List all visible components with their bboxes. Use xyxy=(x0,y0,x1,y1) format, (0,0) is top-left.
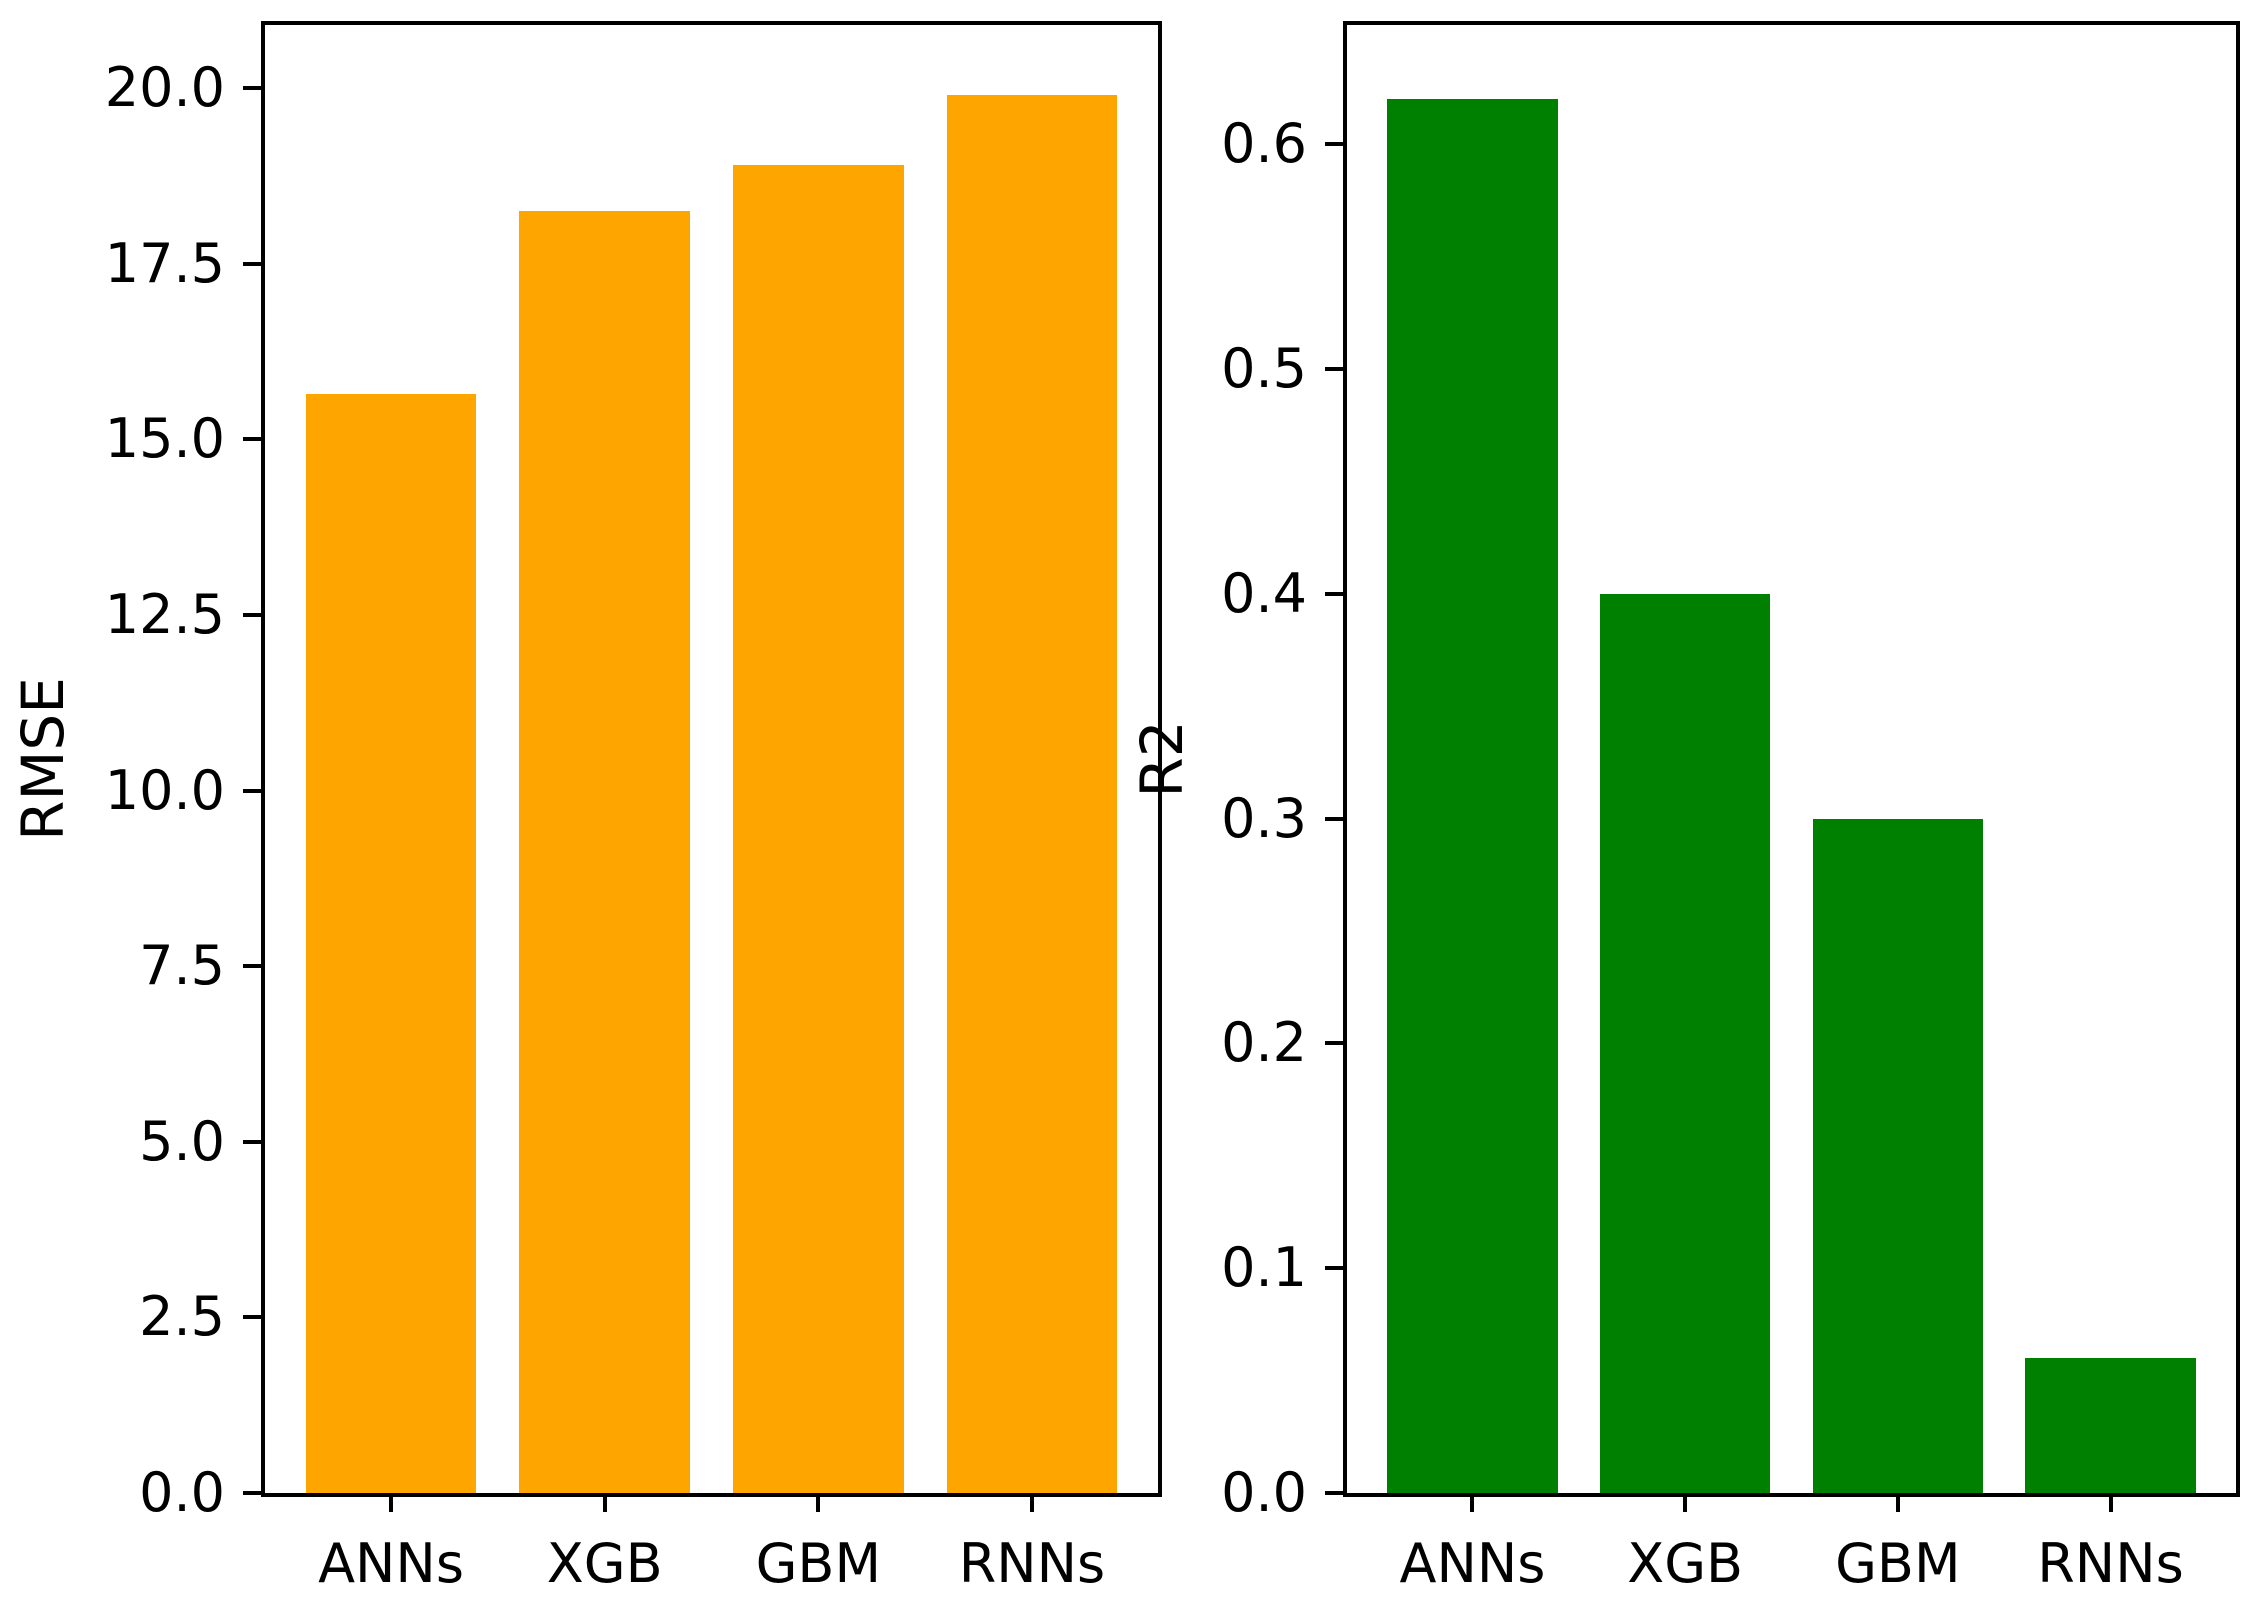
y-tick-mark xyxy=(243,1491,261,1495)
y-tick-label: 20.0 xyxy=(104,56,225,120)
x-tick-label-gbm: GBM xyxy=(755,1532,882,1595)
y-tick-mark xyxy=(243,613,261,617)
y-tick-label: 15.0 xyxy=(104,407,225,471)
bar-gbm xyxy=(1812,818,1983,1493)
y-tick-label: 0.0 xyxy=(1221,1461,1307,1524)
x-tick-label-anns: ANNs xyxy=(318,1532,464,1595)
y-tick-mark xyxy=(1325,816,1343,821)
rmse-y-axis-label: RMSE xyxy=(9,677,77,841)
y-tick-mark xyxy=(243,788,261,793)
x-tick-mark xyxy=(1683,1497,1688,1512)
x-tick-mark xyxy=(1470,1497,1475,1512)
bar-xgb xyxy=(519,211,691,1493)
y-tick-mark xyxy=(1325,142,1343,147)
y-tick-label: 0.2 xyxy=(1221,1011,1307,1075)
bar-gbm xyxy=(732,165,904,1493)
y-tick-mark xyxy=(243,261,261,266)
bar-xgb xyxy=(1600,593,1771,1493)
y-tick-label: 0.6 xyxy=(1221,112,1307,176)
y-tick-label: 10.0 xyxy=(104,758,225,822)
bar-anns xyxy=(305,393,477,1493)
y-tick-label: 0.3 xyxy=(1221,786,1307,850)
x-tick-mark xyxy=(1895,1497,1900,1512)
y-tick-mark xyxy=(1325,1266,1343,1271)
y-tick-mark xyxy=(243,437,261,442)
x-tick-mark xyxy=(602,1497,607,1512)
y-tick-label: 17.5 xyxy=(104,231,225,295)
y-tick-label: 0.4 xyxy=(1221,561,1307,625)
y-tick-mark xyxy=(1325,366,1343,371)
r2-bars xyxy=(1347,25,2236,1493)
x-tick-label-anns: ANNs xyxy=(1399,1532,1546,1595)
y-tick-label: 0.5 xyxy=(1221,336,1307,400)
x-tick-label-rnns: RNNs xyxy=(2037,1532,2184,1595)
y-tick-mark xyxy=(243,86,261,91)
x-tick-label-rnns: RNNs xyxy=(958,1532,1106,1595)
y-tick-label: 5.0 xyxy=(139,1109,225,1173)
r2-y-axis-label: R2 xyxy=(1128,720,1196,798)
x-tick-mark xyxy=(816,1497,821,1512)
y-tick-label: 2.5 xyxy=(139,1285,225,1349)
y-tick-label: 0.1 xyxy=(1221,1236,1307,1300)
y-tick-mark xyxy=(243,1139,261,1144)
x-tick-label-gbm: GBM xyxy=(1835,1532,1961,1595)
bar-anns xyxy=(1387,99,1558,1493)
x-tick-label-xgb: XGB xyxy=(546,1532,663,1595)
y-tick-mark xyxy=(1325,1041,1343,1046)
r2-chart: 0.0 0.1 0.2 0.3 0.4 0.5 0.6 ANNs XGB GBM RNNs R2 xyxy=(1128,21,2240,1591)
y-tick-mark xyxy=(1325,1491,1343,1495)
rmse-x-axis: ANNs XGB GBM RNNs xyxy=(265,25,1158,1591)
x-tick-label-xgb: XGB xyxy=(1627,1532,1744,1595)
x-tick-mark xyxy=(389,1497,394,1512)
y-tick-mark xyxy=(243,1315,261,1320)
r2-x-axis: ANNs XGB GBM RNNs xyxy=(1347,25,2236,1591)
rmse-bars xyxy=(265,25,1158,1493)
rmse-y-axis: 0.0 2.5 5.0 7.5 10.0 12.5 15.0 17.5 20.0 xyxy=(105,25,1158,1520)
bar-rnns xyxy=(2025,1358,2196,1493)
y-tick-mark xyxy=(243,964,261,969)
bar-rnns xyxy=(946,95,1118,1493)
r2-y-axis: 0.0 0.1 0.2 0.3 0.4 0.5 0.6 xyxy=(1221,25,2236,1520)
rmse-chart: 0.0 2.5 5.0 7.5 10.0 12.5 15.0 17.5 20.0 ANNs XGB… xyxy=(9,21,1162,1591)
y-tick-mark xyxy=(1325,591,1343,596)
x-tick-mark xyxy=(1029,1497,1034,1512)
x-tick-mark xyxy=(2108,1497,2113,1512)
y-tick-label: 0.0 xyxy=(139,1461,225,1524)
y-tick-label: 7.5 xyxy=(139,934,225,998)
y-tick-label: 12.5 xyxy=(104,583,225,646)
